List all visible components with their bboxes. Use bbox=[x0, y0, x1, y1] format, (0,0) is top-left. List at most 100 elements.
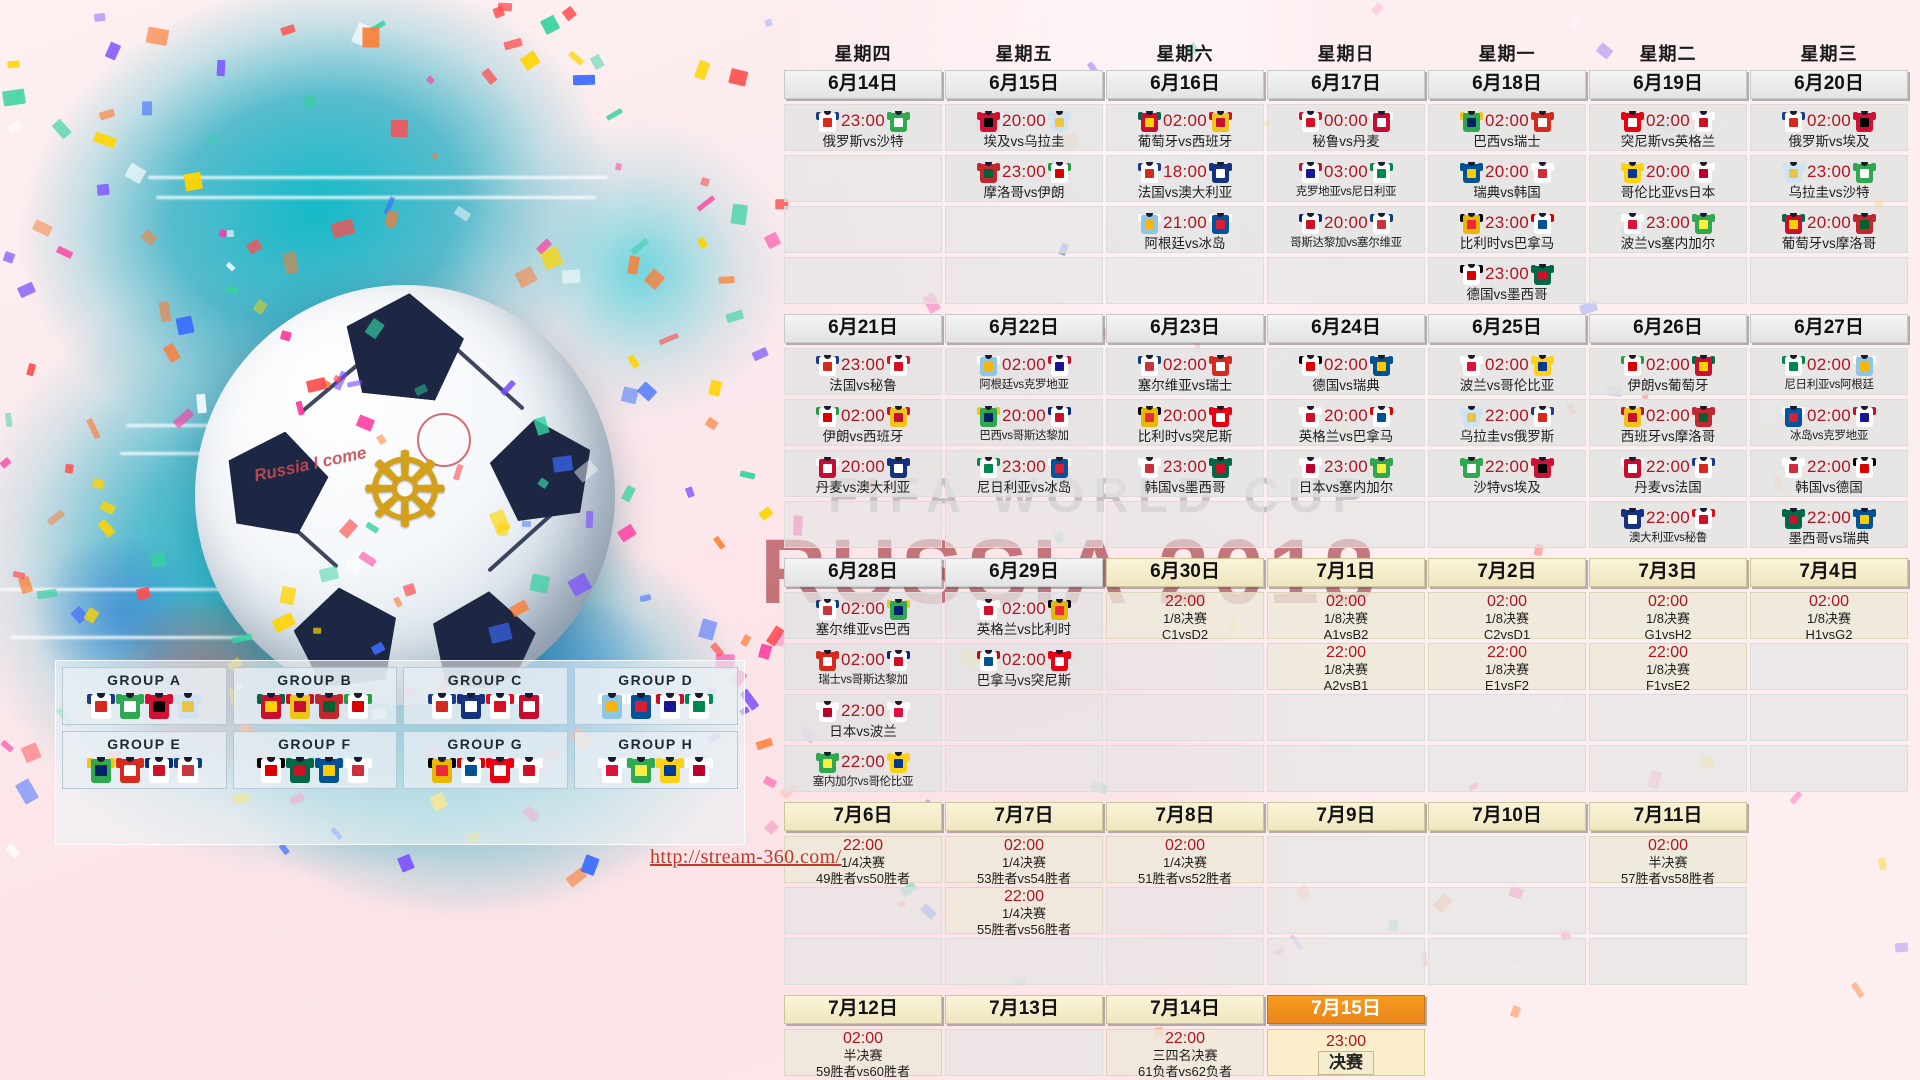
knockout-match-cell[interactable]: 02:00 1/4决赛 51胜者vs52胜者 bbox=[1106, 836, 1264, 886]
date-header[interactable]: 6月17日 bbox=[1267, 70, 1425, 99]
group-match-cell[interactable]: 02:00 德国vs瑞典 bbox=[1267, 348, 1425, 395]
group-match-cell[interactable]: 20:00 瑞典vs韩国 bbox=[1428, 155, 1586, 202]
date-header[interactable]: 7月12日 bbox=[784, 995, 942, 1024]
date-header[interactable]: 6月28日 bbox=[784, 558, 942, 587]
knockout-match-cell[interactable]: 02:00 1/8决赛 C2vsD1 bbox=[1428, 592, 1586, 642]
group-match-cell[interactable]: 20:00 英格兰vs巴拿马 bbox=[1267, 399, 1425, 446]
group-box-c[interactable]: GROUP C bbox=[403, 667, 568, 725]
group-match-cell[interactable]: 00:00 秘鲁vs丹麦 bbox=[1267, 104, 1425, 151]
knockout-match-cell[interactable]: 22:00 1/8决赛 F1vsE2 bbox=[1589, 643, 1747, 693]
group-match-cell[interactable]: 02:00 瑞士vs哥斯达黎加 bbox=[784, 643, 942, 690]
group-match-cell[interactable]: 23:00 德国vs墨西哥 bbox=[1428, 257, 1586, 304]
knockout-match-cell[interactable]: 22:00 1/8决赛 E1vsF2 bbox=[1428, 643, 1586, 693]
group-match-cell[interactable]: 02:00 英格兰vs比利时 bbox=[945, 592, 1103, 639]
date-header[interactable]: 6月24日 bbox=[1267, 314, 1425, 343]
group-box-d[interactable]: GROUP D bbox=[573, 667, 738, 725]
date-header[interactable]: 6月25日 bbox=[1428, 314, 1586, 343]
knockout-match-cell[interactable]: 22:00 1/8决赛 A2vsB1 bbox=[1267, 643, 1425, 693]
group-match-cell[interactable]: 23:00 波兰vs塞内加尔 bbox=[1589, 206, 1747, 253]
group-match-cell[interactable]: 20:00 哥斯达黎加vs塞尔维亚 bbox=[1267, 206, 1425, 253]
group-match-cell[interactable]: 22:00 墨西哥vs瑞典 bbox=[1750, 501, 1908, 548]
group-match-cell[interactable]: 02:00 突尼斯vs英格兰 bbox=[1589, 104, 1747, 151]
group-match-cell[interactable]: 23:00 比利时vs巴拿马 bbox=[1428, 206, 1586, 253]
group-match-cell[interactable]: 02:00 俄罗斯vs埃及 bbox=[1750, 104, 1908, 151]
date-header[interactable]: 6月15日 bbox=[945, 70, 1103, 99]
group-match-cell[interactable]: 20:00 哥伦比亚vs日本 bbox=[1589, 155, 1747, 202]
group-match-cell[interactable]: 02:00 塞尔维亚vs瑞士 bbox=[1106, 348, 1264, 395]
date-header[interactable]: 7月13日 bbox=[945, 995, 1103, 1024]
knockout-match-cell[interactable]: 02:00 1/8决赛 G1vsH2 bbox=[1589, 592, 1747, 642]
group-box-a[interactable]: GROUP A bbox=[62, 667, 227, 725]
date-header[interactable]: 6月20日 bbox=[1750, 70, 1908, 99]
final-match-cell[interactable]: 23:00 决赛 bbox=[1267, 1029, 1425, 1076]
group-match-cell[interactable]: 23:00 尼日利亚vs冰岛 bbox=[945, 450, 1103, 497]
group-match-cell[interactable]: 02:00 葡萄牙vs西班牙 bbox=[1106, 104, 1264, 151]
group-match-cell[interactable]: 20:00 埃及vs乌拉圭 bbox=[945, 104, 1103, 151]
date-header[interactable]: 7月11日 bbox=[1589, 802, 1747, 831]
group-match-cell[interactable]: 22:00 乌拉圭vs俄罗斯 bbox=[1428, 399, 1586, 446]
knockout-match-cell[interactable]: 02:00 半决赛 57胜者vs58胜者 bbox=[1589, 836, 1747, 886]
date-header[interactable]: 6月16日 bbox=[1106, 70, 1264, 99]
date-header[interactable]: 6月30日 bbox=[1106, 558, 1264, 587]
group-match-cell[interactable]: 20:00 丹麦vs澳大利亚 bbox=[784, 450, 942, 497]
date-header[interactable]: 7月3日 bbox=[1589, 558, 1747, 587]
group-match-cell[interactable]: 02:00 冰岛vs克罗地亚 bbox=[1750, 399, 1908, 446]
group-match-cell[interactable]: 22:00 沙特vs埃及 bbox=[1428, 450, 1586, 497]
date-header[interactable]: 7月1日 bbox=[1267, 558, 1425, 587]
group-match-cell[interactable]: 02:00 西班牙vs摩洛哥 bbox=[1589, 399, 1747, 446]
group-match-cell[interactable]: 03:00 克罗地亚vs尼日利亚 bbox=[1267, 155, 1425, 202]
group-match-cell[interactable]: 20:00 比利时vs突尼斯 bbox=[1106, 399, 1264, 446]
date-header[interactable]: 7月8日 bbox=[1106, 802, 1264, 831]
group-match-cell[interactable]: 22:00 韩国vs德国 bbox=[1750, 450, 1908, 497]
group-box-f[interactable]: GROUP F bbox=[232, 731, 397, 789]
knockout-match-cell[interactable]: 22:00 三四名决赛 61负者vs62负者 bbox=[1106, 1029, 1264, 1079]
group-match-cell[interactable]: 23:00 日本vs塞内加尔 bbox=[1267, 450, 1425, 497]
group-match-cell[interactable]: 20:00 葡萄牙vs摩洛哥 bbox=[1750, 206, 1908, 253]
group-box-g[interactable]: GROUP G bbox=[403, 731, 568, 789]
group-match-cell[interactable]: 21:00 阿根廷vs冰岛 bbox=[1106, 206, 1264, 253]
knockout-match-cell[interactable]: 22:00 1/8决赛 C1vsD2 bbox=[1106, 592, 1264, 642]
date-header[interactable]: 7月7日 bbox=[945, 802, 1103, 831]
group-match-cell[interactable]: 18:00 法国vs澳大利亚 bbox=[1106, 155, 1264, 202]
knockout-match-cell[interactable]: 22:00 1/4决赛 49胜者vs50胜者 bbox=[784, 836, 942, 886]
group-match-cell[interactable]: 22:00 日本vs波兰 bbox=[784, 694, 942, 741]
group-box-h[interactable]: GROUP H bbox=[573, 731, 738, 789]
date-header[interactable]: 6月21日 bbox=[784, 314, 942, 343]
knockout-match-cell[interactable]: 02:00 1/8决赛 A1vsB2 bbox=[1267, 592, 1425, 642]
date-header[interactable]: 7月10日 bbox=[1428, 802, 1586, 831]
group-match-cell[interactable]: 02:00 巴西vs瑞士 bbox=[1428, 104, 1586, 151]
date-header[interactable]: 7月4日 bbox=[1750, 558, 1908, 587]
knockout-match-cell[interactable]: 22:00 1/4决赛 55胜者vs56胜者 bbox=[945, 887, 1103, 937]
group-match-cell[interactable]: 22:00 澳大利亚vs秘鲁 bbox=[1589, 501, 1747, 548]
source-url-link[interactable]: http://stream-360.com/ bbox=[650, 846, 842, 868]
group-match-cell[interactable]: 02:00 巴拿马vs突尼斯 bbox=[945, 643, 1103, 690]
date-header[interactable]: 6月23日 bbox=[1106, 314, 1264, 343]
knockout-match-cell[interactable]: 02:00 1/8决赛 H1vsG2 bbox=[1750, 592, 1908, 642]
group-match-cell[interactable]: 23:00 俄罗斯vs沙特 bbox=[784, 104, 942, 151]
knockout-match-cell[interactable]: 02:00 半决赛 59胜者vs60胜者 bbox=[784, 1029, 942, 1079]
date-header[interactable]: 6月19日 bbox=[1589, 70, 1747, 99]
group-match-cell[interactable]: 02:00 伊朗vs葡萄牙 bbox=[1589, 348, 1747, 395]
group-match-cell[interactable]: 02:00 波兰vs哥伦比亚 bbox=[1428, 348, 1586, 395]
date-header[interactable]: 7月14日 bbox=[1106, 995, 1264, 1024]
date-header[interactable]: 6月14日 bbox=[784, 70, 942, 99]
knockout-match-cell[interactable]: 02:00 1/4决赛 53胜者vs54胜者 bbox=[945, 836, 1103, 886]
group-match-cell[interactable]: 23:00 乌拉圭vs沙特 bbox=[1750, 155, 1908, 202]
date-header[interactable]: 7月2日 bbox=[1428, 558, 1586, 587]
group-match-cell[interactable]: 22:00 丹麦vs法国 bbox=[1589, 450, 1747, 497]
group-match-cell[interactable]: 22:00 塞内加尔vs哥伦比亚 bbox=[784, 745, 942, 792]
group-box-e[interactable]: GROUP E bbox=[62, 731, 227, 789]
group-match-cell[interactable]: 20:00 巴西vs哥斯达黎加 bbox=[945, 399, 1103, 446]
date-header[interactable]: 7月6日 bbox=[784, 802, 942, 831]
group-match-cell[interactable]: 02:00 伊朗vs西班牙 bbox=[784, 399, 942, 446]
date-header[interactable]: 6月29日 bbox=[945, 558, 1103, 587]
group-match-cell[interactable]: 23:00 法国vs秘鲁 bbox=[784, 348, 942, 395]
date-header[interactable]: 6月27日 bbox=[1750, 314, 1908, 343]
date-header[interactable]: 7月9日 bbox=[1267, 802, 1425, 831]
date-header[interactable]: 6月22日 bbox=[945, 314, 1103, 343]
group-box-b[interactable]: GROUP B bbox=[232, 667, 397, 725]
group-match-cell[interactable]: 02:00 阿根廷vs克罗地亚 bbox=[945, 348, 1103, 395]
date-header[interactable]: 6月26日 bbox=[1589, 314, 1747, 343]
group-match-cell[interactable]: 02:00 塞尔维亚vs巴西 bbox=[784, 592, 942, 639]
date-header[interactable]: 6月18日 bbox=[1428, 70, 1586, 99]
